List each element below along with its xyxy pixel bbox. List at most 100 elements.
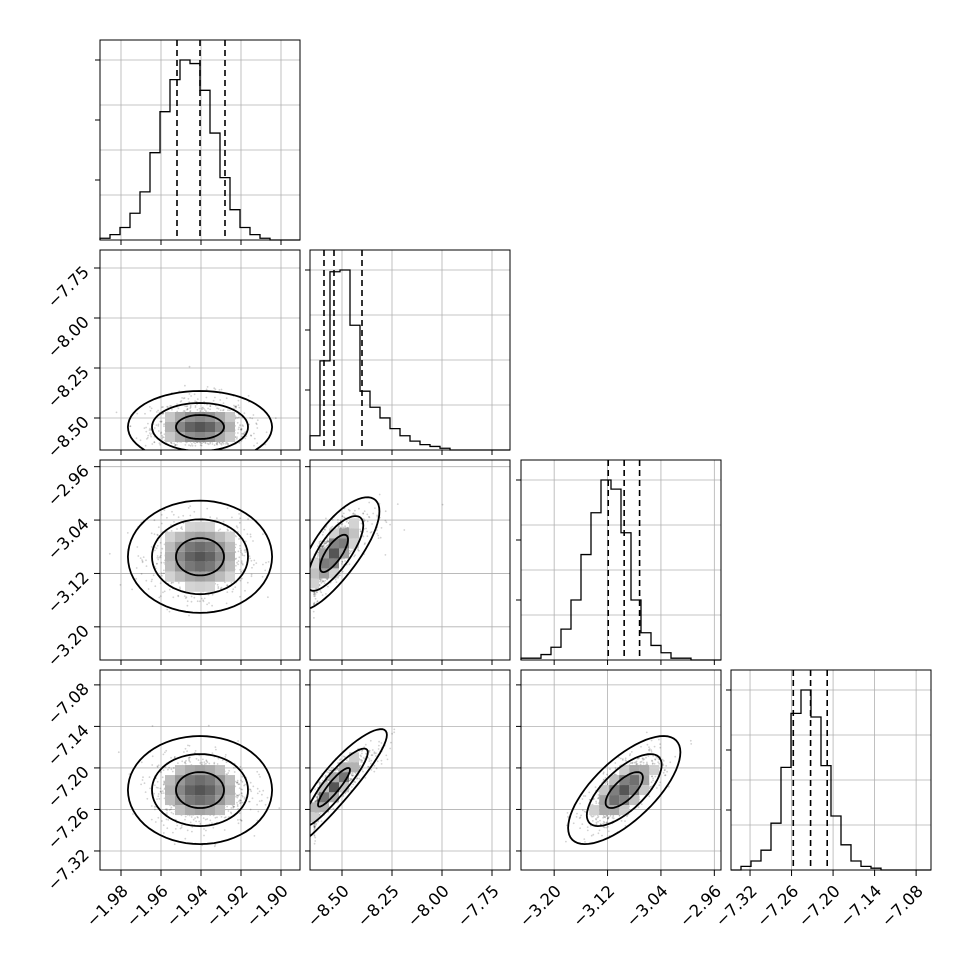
density-cell bbox=[205, 531, 215, 542]
sample-point bbox=[172, 767, 175, 769]
sample-point bbox=[163, 780, 165, 783]
sample-point bbox=[226, 441, 228, 444]
sample-point bbox=[368, 501, 371, 504]
sample-point bbox=[226, 591, 229, 593]
contour-line bbox=[175, 771, 225, 809]
sample-point bbox=[150, 435, 153, 438]
sample-point bbox=[378, 744, 380, 747]
sample-point bbox=[160, 432, 162, 435]
sample-point bbox=[172, 812, 175, 815]
sample-point bbox=[188, 614, 190, 617]
sample-point bbox=[159, 787, 162, 790]
sample-point bbox=[376, 514, 378, 517]
sample-point bbox=[581, 809, 584, 812]
sample-point bbox=[136, 412, 139, 415]
contour-line bbox=[126, 735, 274, 846]
sample-point bbox=[181, 397, 184, 399]
sample-point bbox=[199, 762, 202, 764]
sample-point bbox=[164, 766, 167, 768]
sample-point bbox=[159, 556, 162, 559]
density-cell bbox=[225, 785, 235, 796]
sample-point bbox=[199, 822, 202, 825]
density-cell bbox=[329, 792, 339, 803]
sample-point bbox=[149, 434, 152, 436]
sample-point bbox=[375, 755, 377, 757]
sample-point bbox=[199, 444, 202, 446]
sample-point bbox=[373, 751, 376, 754]
sample-point bbox=[389, 523, 391, 526]
sample-point bbox=[151, 578, 153, 581]
sample-point bbox=[234, 405, 237, 408]
sample-point bbox=[162, 406, 164, 408]
sample-point bbox=[322, 546, 325, 548]
sample-point bbox=[238, 442, 241, 444]
density-cell bbox=[329, 538, 339, 549]
sample-point bbox=[153, 519, 156, 522]
sample-point bbox=[241, 794, 243, 797]
sample-point bbox=[172, 513, 175, 516]
sample-point bbox=[237, 822, 240, 825]
sample-point bbox=[177, 407, 180, 410]
sample-point bbox=[350, 773, 353, 776]
sample-point bbox=[244, 437, 247, 440]
sample-point bbox=[233, 771, 236, 773]
sample-point bbox=[218, 389, 221, 391]
sample-point bbox=[339, 574, 341, 577]
sample-point bbox=[227, 409, 229, 412]
density-cell bbox=[205, 521, 215, 532]
sample-point bbox=[237, 428, 240, 431]
sample-point bbox=[157, 793, 160, 795]
sample-point bbox=[360, 755, 363, 758]
sample-point bbox=[227, 529, 230, 532]
sample-point bbox=[337, 519, 339, 521]
sample-point bbox=[157, 423, 160, 426]
sample-point bbox=[364, 777, 367, 779]
sample-point bbox=[139, 439, 142, 442]
sample-point bbox=[358, 549, 360, 552]
sample-point bbox=[351, 549, 353, 552]
sample-point bbox=[396, 503, 399, 505]
sample-point bbox=[237, 432, 239, 434]
sample-point bbox=[163, 433, 166, 436]
sample-point bbox=[164, 751, 166, 754]
sample-point bbox=[243, 798, 246, 800]
sample-point bbox=[315, 799, 318, 802]
sample-point bbox=[166, 516, 168, 519]
sample-point bbox=[239, 547, 241, 550]
sample-point bbox=[160, 792, 163, 795]
density-cell bbox=[175, 551, 185, 562]
sample-point bbox=[161, 776, 164, 779]
sample-point bbox=[155, 411, 158, 413]
density-cell bbox=[225, 795, 235, 806]
sample-point bbox=[602, 815, 605, 818]
sample-point bbox=[233, 805, 235, 808]
sample-point bbox=[239, 802, 241, 804]
sample-point bbox=[316, 600, 319, 603]
sample-point bbox=[325, 775, 327, 778]
sample-point bbox=[249, 808, 252, 811]
sample-point bbox=[316, 795, 319, 798]
sample-point bbox=[251, 417, 254, 420]
sample-point bbox=[319, 812, 322, 815]
sample-point bbox=[325, 542, 327, 545]
sample-point bbox=[653, 745, 656, 748]
sample-point bbox=[351, 774, 354, 777]
sample-point bbox=[189, 407, 192, 410]
sample-point bbox=[358, 507, 360, 510]
sample-point bbox=[155, 563, 158, 565]
density-cell bbox=[185, 571, 195, 582]
sample-point bbox=[359, 528, 361, 531]
sample-point bbox=[194, 442, 197, 445]
sample-point bbox=[330, 526, 332, 529]
sample-point bbox=[393, 728, 396, 731]
sample-point bbox=[318, 584, 321, 587]
sample-point bbox=[372, 512, 375, 515]
sample-point bbox=[226, 805, 229, 808]
sample-point bbox=[343, 516, 345, 519]
histogram-step bbox=[99, 59, 300, 241]
sample-point bbox=[204, 441, 207, 444]
density-cell bbox=[205, 551, 215, 562]
sample-point bbox=[368, 516, 371, 519]
sample-point bbox=[350, 786, 353, 788]
sample-point bbox=[314, 593, 317, 595]
